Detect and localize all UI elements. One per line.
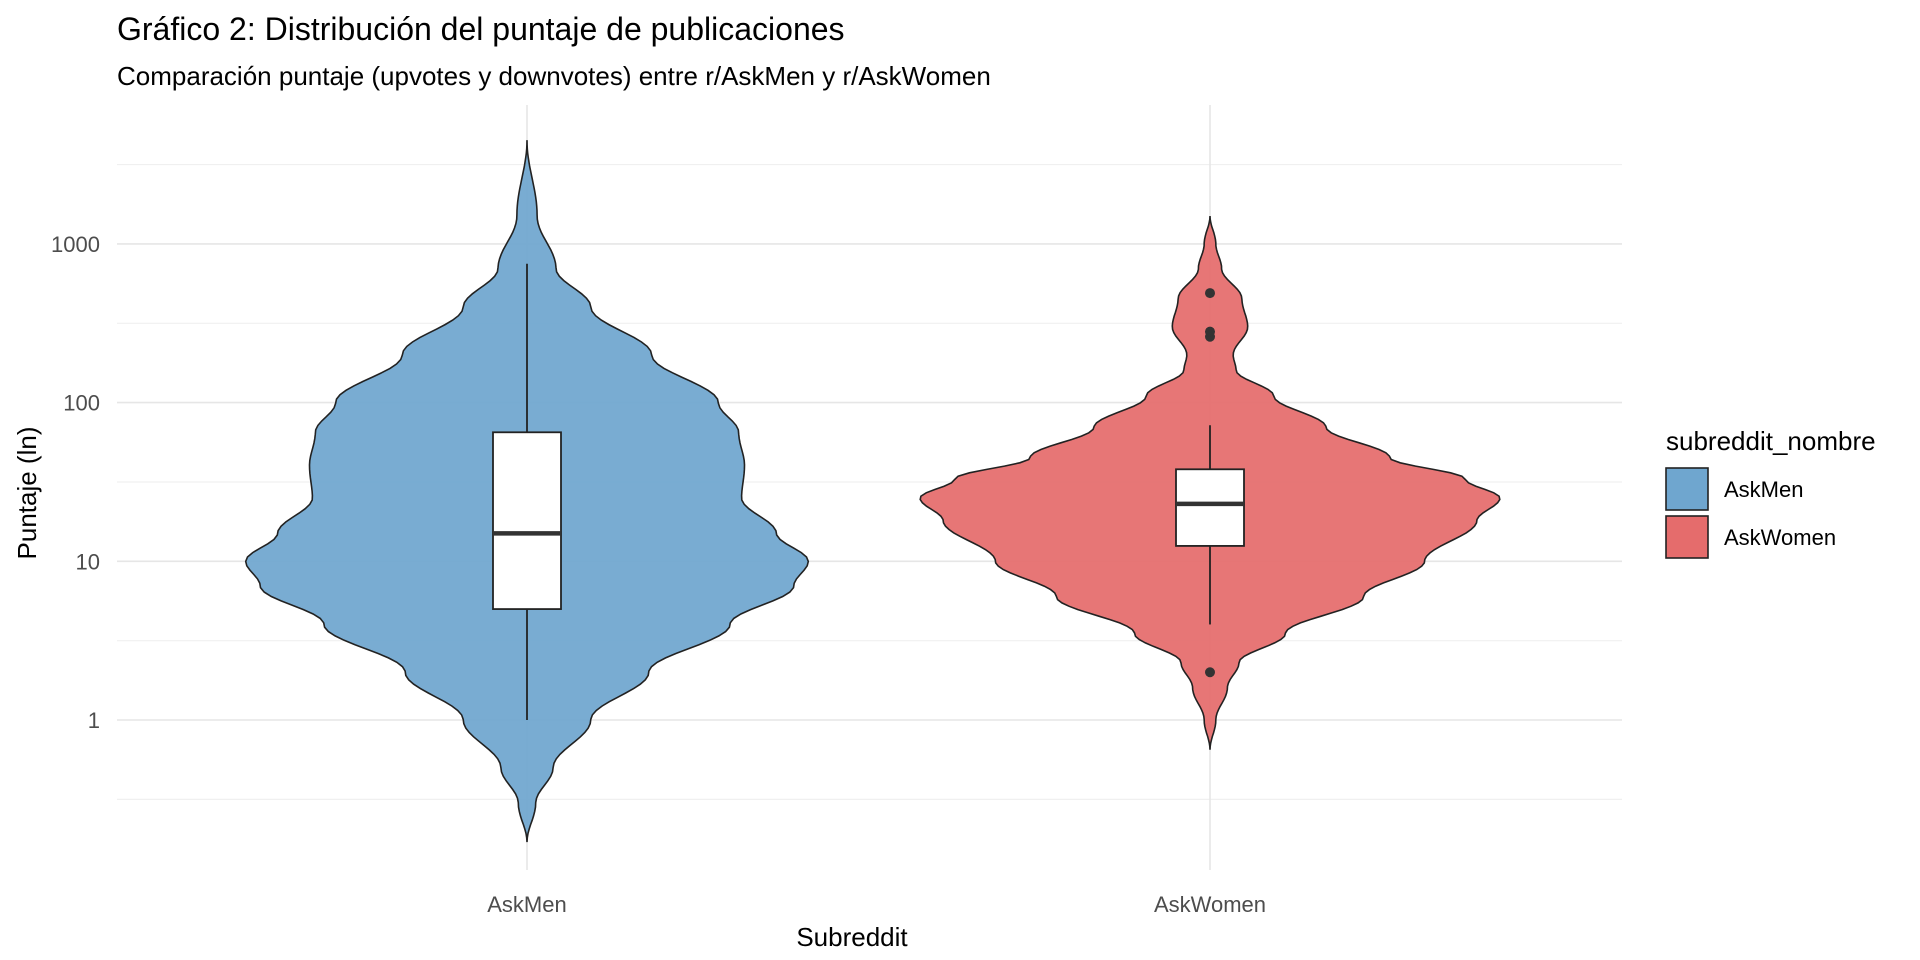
box-askwomen — [1175, 468, 1245, 547]
boxplots — [492, 263, 1245, 720]
y-tick-label: 1 — [88, 708, 100, 733]
outlier-point — [1205, 326, 1215, 337]
chart-subtitle: Comparación puntaje (upvotes y downvotes… — [117, 61, 991, 91]
outlier-point — [1205, 288, 1215, 299]
y-tick-label: 100 — [63, 391, 100, 416]
legend-key-askwomen — [1665, 515, 1709, 559]
y-axis-title: Puntaje (ln) — [12, 427, 42, 560]
chart-title: Gráfico 2: Distribución del puntaje de p… — [117, 11, 845, 47]
y-axis-ticks: 1 10 100 1000 — [51, 232, 100, 733]
x-tick-label: AskWomen — [1154, 892, 1266, 917]
legend-title: subreddit_nombre — [1666, 426, 1876, 456]
legend-label: AskMen — [1724, 477, 1803, 502]
legend: subreddit_nombre AskMen AskWomen — [1665, 426, 1876, 559]
outlier-point — [1205, 667, 1215, 678]
violins — [244, 140, 1501, 843]
legend-key-askmen — [1665, 467, 1709, 511]
legend-label: AskWomen — [1724, 525, 1836, 550]
y-tick-label: 10 — [76, 549, 100, 574]
box-askmen — [492, 431, 562, 610]
y-tick-label: 1000 — [51, 232, 100, 257]
x-axis-title: Subreddit — [796, 922, 908, 952]
x-axis-ticks: AskMen AskWomen — [487, 892, 1266, 917]
x-tick-label: AskMen — [487, 892, 566, 917]
